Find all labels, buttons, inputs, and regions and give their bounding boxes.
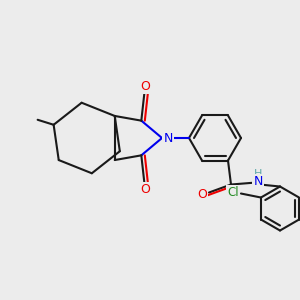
Text: O: O xyxy=(140,80,150,93)
Text: O: O xyxy=(197,188,207,201)
Text: O: O xyxy=(140,183,150,196)
Text: H: H xyxy=(254,169,262,178)
Text: Cl: Cl xyxy=(227,186,239,199)
Text: N: N xyxy=(163,131,173,145)
Text: N: N xyxy=(253,175,263,188)
